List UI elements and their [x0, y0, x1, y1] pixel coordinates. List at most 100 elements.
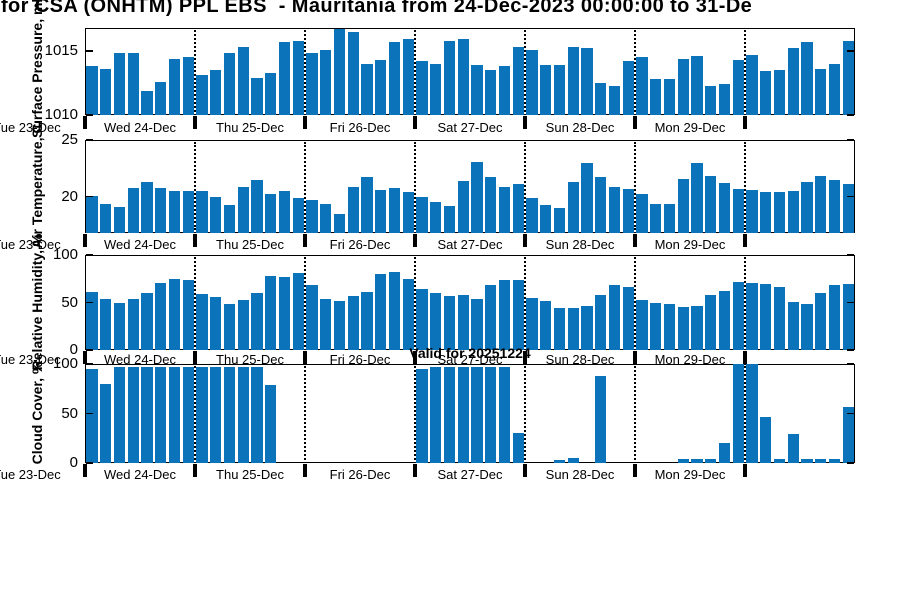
bar: [650, 302, 662, 350]
bar: [182, 367, 194, 463]
bar: [787, 191, 799, 233]
bar: [182, 57, 194, 115]
bar: [457, 39, 469, 115]
bar: [663, 304, 676, 350]
y-tick-mark: [847, 363, 854, 365]
bar: [608, 85, 621, 115]
day-boundary-gridline: [744, 366, 746, 460]
bar: [127, 367, 139, 463]
bar: [540, 65, 552, 115]
x-axis-label-row: Tue 23-Dec Wed 24-Dec Thu 25-Dec Fri 26-Dec…: [0, 120, 900, 136]
x-day-label: Wed 24-Dec: [103, 467, 177, 482]
x-day-label: Wed 24-Dec: [103, 352, 177, 367]
day-boundary-tick: [413, 351, 417, 364]
bar: [416, 61, 428, 115]
bar: [168, 278, 181, 350]
x-day-label: Thu 25-Dec: [216, 467, 284, 482]
x-axis-label-row: Tue 23-Dec Wed 24-Dec Thu 25-Dec Fri 26-Dec…: [0, 467, 900, 483]
x-axis-label-row: Tue 23-Dec Wed 24-Dec Thu 25-Dec Fri 26-Dec…: [0, 237, 900, 253]
day-boundary-gridline: [194, 30, 196, 112]
x-day-label: Sun 28-Dec: [545, 467, 615, 482]
bar: [251, 77, 263, 115]
bar: [842, 406, 854, 463]
x-day-label: Thu 25-Dec: [216, 237, 284, 252]
x-day-label: Sat 27-Dec: [437, 237, 503, 252]
bar: [815, 176, 827, 233]
bar: [443, 205, 456, 233]
x-day-label: Thu 25-Dec: [216, 120, 284, 135]
bar: [526, 197, 538, 233]
bar: [677, 178, 689, 233]
day-boundary-tick: [193, 464, 197, 477]
bar: [677, 307, 689, 350]
bar: [650, 203, 662, 233]
day-boundary-gridline: [194, 257, 196, 347]
bar: [553, 65, 566, 115]
bar: [361, 63, 373, 115]
bar: [842, 283, 854, 350]
y-tick-mark: [847, 139, 854, 141]
bar: [595, 294, 607, 350]
bar: [100, 298, 112, 350]
y-tick-label: 0: [69, 454, 78, 471]
bar: [292, 273, 304, 350]
bar: [86, 66, 98, 115]
bar: [595, 375, 607, 463]
valid-annotation: Valid for 20251224: [409, 345, 531, 361]
bar: [443, 40, 456, 115]
bar: [512, 433, 524, 463]
bar: [828, 179, 841, 233]
x-day-label: Mon 29-Dec: [654, 467, 726, 482]
bar: [127, 298, 139, 350]
bar: [278, 41, 291, 115]
bar: [265, 194, 277, 233]
bar: [320, 203, 332, 233]
y-tick-label: 50: [61, 404, 78, 422]
bar: [457, 294, 469, 350]
bar: [773, 459, 786, 463]
x-axis-label-row: Tue 23-Dec Wed 24-Dec Thu 25-Dec Fri 26-Dec…: [0, 352, 900, 368]
bar: [526, 297, 538, 350]
bar: [691, 459, 703, 463]
day-boundary-gridline: [634, 257, 636, 347]
bar: [100, 68, 112, 115]
bar: [595, 177, 607, 233]
y-tick-mark: [86, 195, 93, 198]
bar: [113, 302, 126, 350]
x-day-label: Sun 28-Dec: [545, 237, 615, 252]
bar: [265, 72, 277, 115]
x-day-label-clipped: Tue 23-Dec: [0, 237, 61, 252]
bar: [168, 191, 181, 233]
bar: [815, 68, 827, 115]
bar: [86, 292, 98, 350]
x-day-label: Fri 26-Dec: [329, 120, 391, 135]
bar: [141, 90, 153, 115]
bar: [471, 298, 483, 350]
day-boundary-gridline: [634, 142, 636, 230]
day-boundary-gridline: [744, 30, 746, 112]
y-tick-mark: [86, 50, 93, 52]
bar: [691, 306, 703, 350]
bar: [828, 63, 841, 115]
bar: [196, 191, 208, 233]
day-boundary-tick: [413, 464, 417, 477]
bar: [567, 182, 579, 233]
bar: [430, 63, 442, 115]
bar: [347, 31, 359, 115]
day-boundary-tick: [633, 234, 637, 247]
x-day-label-clipped: Tue 23-Dec: [0, 467, 61, 482]
bar: [141, 293, 153, 350]
bar: [636, 57, 648, 115]
bar: [168, 367, 181, 463]
bar: [842, 40, 854, 115]
day-boundary-tick: [83, 351, 87, 364]
day-boundary-tick: [413, 234, 417, 247]
bar: [168, 58, 181, 115]
y-tick-mark: [86, 462, 93, 464]
y-tick-label: 100: [52, 246, 78, 263]
bar: [773, 192, 786, 233]
bar: [430, 293, 442, 350]
bar: [718, 183, 731, 233]
bar: [251, 293, 263, 350]
